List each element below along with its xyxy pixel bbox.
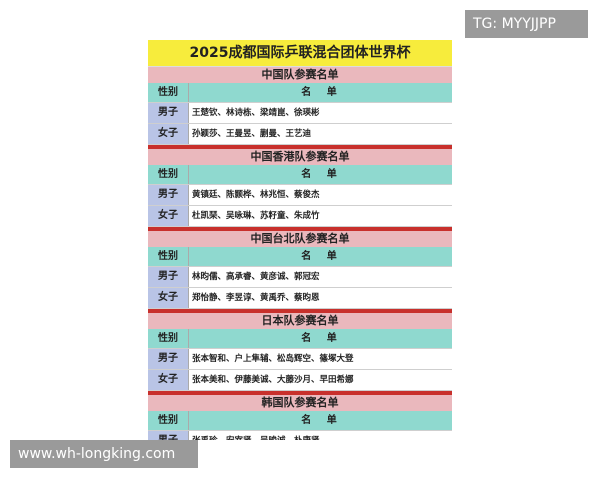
document-title: 2025成都国际乒联混合团体世界杯 <box>148 40 452 67</box>
table-row: 女子 杜凯琹、吴咏琳、苏籽童、朱成竹 <box>148 206 452 227</box>
gender-cell: 男子 <box>148 267 189 287</box>
section-title: 韩国队参赛名单 <box>148 395 452 411</box>
header-gender: 性别 <box>148 329 189 348</box>
gender-cell: 男子 <box>148 349 189 369</box>
names-cell: 郑怡静、李昱谆、黄禹乔、蔡昀恩 <box>192 293 320 303</box>
team-section: 日本队参赛名单 性别名 单男子 张本智和、户上隼辅、松岛辉空、篠塚大登 女子 张本美和、… <box>148 309 452 391</box>
table-header-row: 性别 名 单 <box>148 83 452 103</box>
header-names: 名 单 <box>301 251 343 262</box>
watermark-top: TG: MYYJJPP <box>465 10 588 38</box>
table-row: 女子 张本美和、伊藤美诚、大藤沙月、早田希娜 <box>148 370 452 391</box>
table-row: 男子 张本智和、户上隼辅、松岛辉空、篠塚大登 <box>148 349 452 370</box>
table-row: 男子 黄镇廷、陈颢桦、林兆恒、蔡俊杰 <box>148 185 452 206</box>
header-gender: 性别 <box>148 247 189 266</box>
names-cell: 王楚钦、林诗栋、梁靖崑、徐瑛彬 <box>192 108 320 118</box>
header-names: 名 单 <box>301 415 343 426</box>
gender-cell: 女子 <box>148 206 189 226</box>
team-section: 中国台北队参赛名单 性别名 单男子 林昀儒、高承睿、黄彦诚、郭冠宏 女子 郑怡静、李昱谆… <box>148 227 452 309</box>
names-cell: 张本智和、户上隼辅、松岛辉空、篠塚大登 <box>192 354 354 364</box>
header-gender: 性别 <box>148 411 189 430</box>
gender-cell: 男子 <box>148 103 189 123</box>
gender-cell: 男子 <box>148 185 189 205</box>
header-names: 名 单 <box>301 87 343 98</box>
table-header-row: 性别 名 单 <box>148 329 452 349</box>
section-divider <box>148 145 452 149</box>
section-divider <box>148 391 452 395</box>
names-cell: 张禹珍、安宰贤、吴晙诚、朴康贤 <box>189 431 452 440</box>
gender-cell: 女子 <box>148 370 189 390</box>
table-row: 女子 孙颖莎、王曼昱、蒯曼、王艺迪 <box>148 124 452 145</box>
team-section: 中国队参赛名单 性别名 单男子 王楚钦、林诗栋、梁靖崑、徐瑛彬 女子 孙颖莎、王曼昱、蒯… <box>148 67 452 145</box>
table-header-row: 性别 名 单 <box>148 165 452 185</box>
section-divider <box>148 227 452 231</box>
section-title: 中国队参赛名单 <box>148 67 452 83</box>
table-header-row: 性别 名 单 <box>148 247 452 267</box>
section-title: 日本队参赛名单 <box>148 313 452 329</box>
header-names: 名 单 <box>301 169 343 180</box>
gender-cell: 女子 <box>148 124 189 144</box>
table-row: 女子 郑怡静、李昱谆、黄禹乔、蔡昀恩 <box>148 288 452 309</box>
header-gender: 性别 <box>148 83 189 102</box>
gender-cell: 男子 <box>148 431 189 440</box>
roster-document: 2025成都国际乒联混合团体世界杯 中国队参赛名单 性别名 单男子 王楚钦、林诗栋、… <box>148 40 452 440</box>
header-names: 名 单 <box>301 333 343 344</box>
header-gender: 性别 <box>148 165 189 184</box>
names-cell: 林昀儒、高承睿、黄彦诚、郭冠宏 <box>192 272 320 282</box>
names-cell: 张本美和、伊藤美诚、大藤沙月、早田希娜 <box>192 375 354 385</box>
section-title: 中国台北队参赛名单 <box>148 231 452 247</box>
team-section: 中国香港队参赛名单 性别名 单男子 黄镇廷、陈颢桦、林兆恒、蔡俊杰 女子 杜凯琹、吴咏琳… <box>148 145 452 227</box>
table-header-row: 性别 名 单 <box>148 411 452 431</box>
section-divider <box>148 309 452 313</box>
gender-cell: 女子 <box>148 288 189 308</box>
names-cell: 黄镇廷、陈颢桦、林兆恒、蔡俊杰 <box>192 190 320 200</box>
table-row: 男子 林昀儒、高承睿、黄彦诚、郭冠宏 <box>148 267 452 288</box>
section-title: 中国香港队参赛名单 <box>148 149 452 165</box>
watermark-bottom: www.wh-longking.com <box>10 440 198 468</box>
names-cell: 杜凯琹、吴咏琳、苏籽童、朱成竹 <box>192 211 320 221</box>
table-row: 男子张禹珍、安宰贤、吴晙诚、朴康贤 <box>148 431 452 440</box>
table-row: 男子 王楚钦、林诗栋、梁靖崑、徐瑛彬 <box>148 103 452 124</box>
names-cell: 孙颖莎、王曼昱、蒯曼、王艺迪 <box>192 129 312 139</box>
